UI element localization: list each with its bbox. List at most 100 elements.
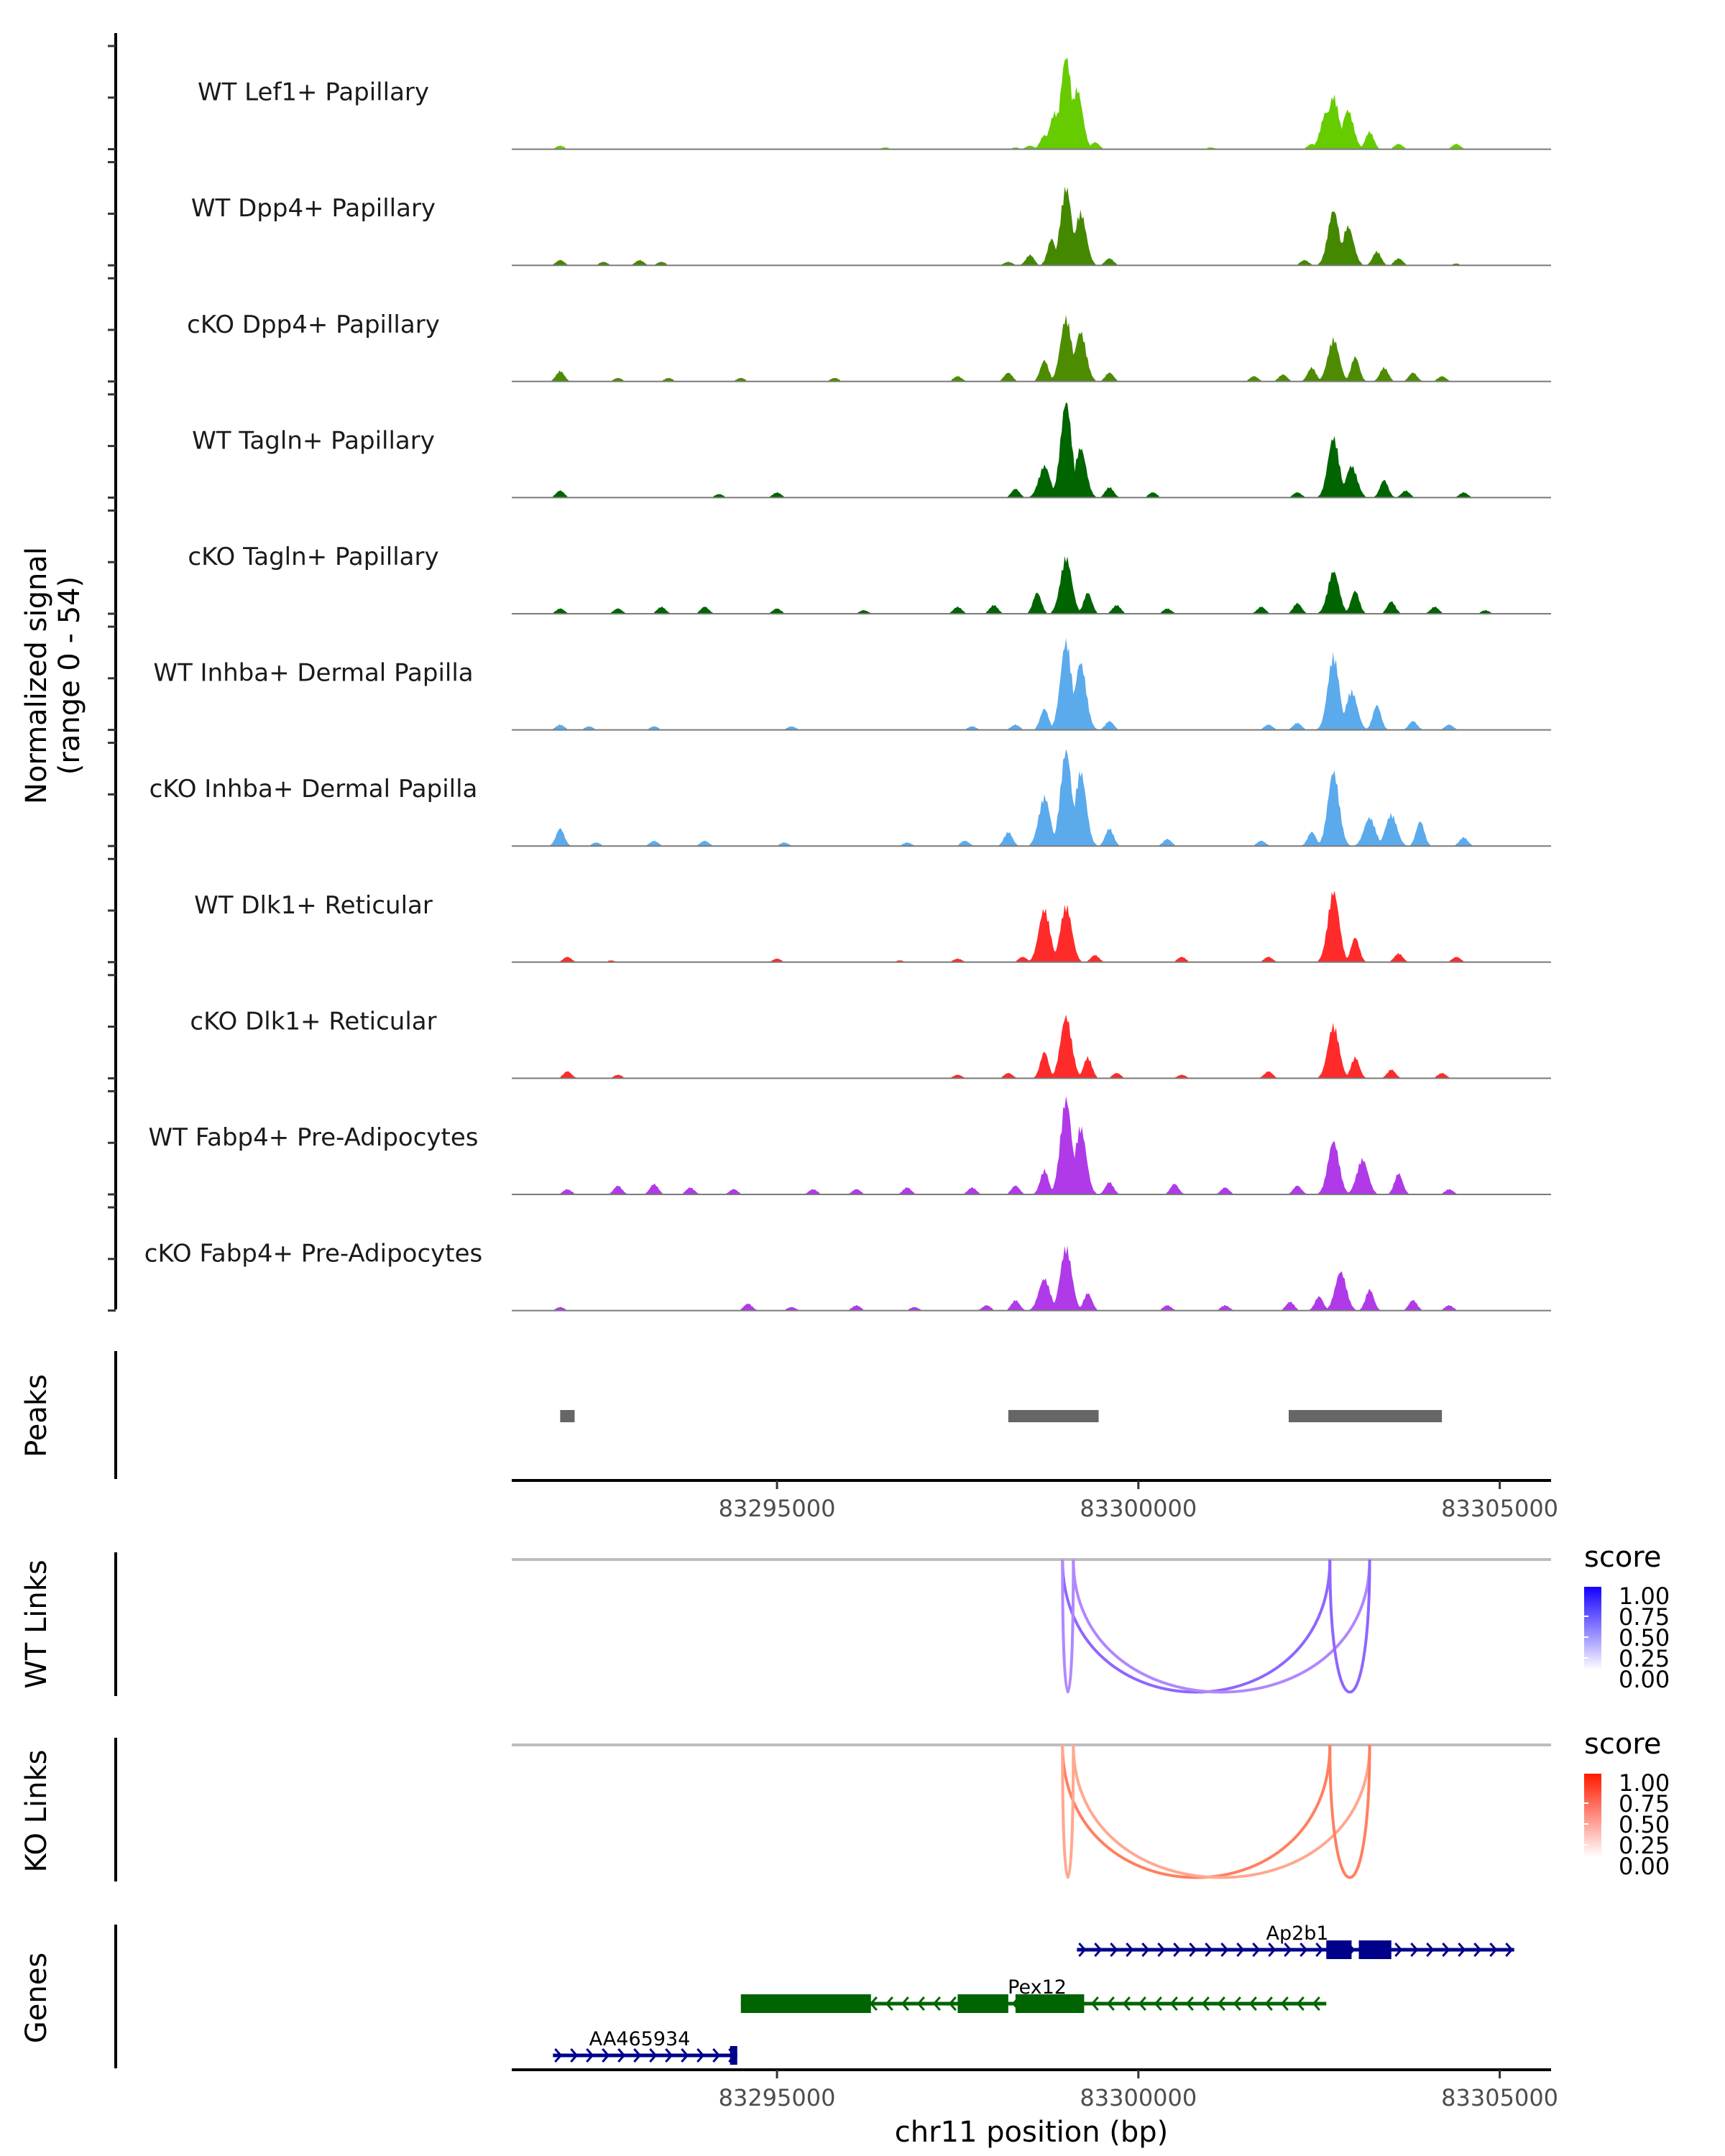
- coverage-area: [512, 1014, 1551, 1079]
- link-arc: [1328, 1559, 1371, 1694]
- coverage-track: cKO Dpp4+ Papillary: [187, 310, 1551, 382]
- ko-links-arcs: [512, 1743, 1551, 1879]
- strand-arrow-icon: [1078, 1943, 1087, 1957]
- strand-arrow-icon: [1173, 1943, 1182, 1957]
- strand-arrow-icon: [1106, 1996, 1115, 2011]
- x-tick-label: 83300000: [1080, 2084, 1197, 2111]
- track-label: cKO Dlk1+ Reticular: [190, 1007, 436, 1036]
- strand-arrow-icon: [1185, 1996, 1194, 2011]
- coverage-track: WT Lef1+ Papillary: [198, 57, 1551, 150]
- gene-exon: [730, 2046, 737, 2065]
- peaks-track-label: Peaks: [20, 1374, 53, 1457]
- strand-arrow-icon: [1442, 1943, 1450, 1957]
- track-label: cKO Inhba+ Dermal Papilla: [150, 775, 478, 803]
- strand-arrow-icon: [1394, 1943, 1403, 1957]
- link-arc: [1061, 1744, 1332, 1879]
- strand-arrow-icon: [1154, 1996, 1162, 2011]
- strand-arrow-icon: [885, 1996, 893, 2011]
- y-axis-title: Normalized signal (range 0 - 54): [20, 547, 86, 804]
- coverage-area: [512, 890, 1551, 962]
- track-label: cKO Tagln+ Papillary: [188, 543, 438, 571]
- track-label: cKO Dpp4+ Papillary: [187, 310, 440, 339]
- legend-tick-label: 0.25: [1619, 1645, 1670, 1672]
- strand-arrow-icon: [1473, 1943, 1482, 1957]
- strand-arrow-icon: [1126, 1943, 1134, 1957]
- link-arc: [1072, 1559, 1371, 1694]
- ko-links-legend: score 1.000.750.500.250.00: [1584, 1728, 1670, 1880]
- x-axis-ticks-genes: 83295000 83300000 83305000: [719, 2070, 1558, 2111]
- coverage-track: WT Dpp4+ Papillary: [191, 186, 1551, 267]
- coverage-area: [512, 57, 1551, 149]
- gene-model: Ap2b1: [1077, 1922, 1514, 1959]
- legend-title: score: [1584, 1541, 1661, 1574]
- link-arc: [1061, 1744, 1075, 1879]
- strand-arrow-icon: [681, 2048, 689, 2063]
- ko-links-label-group: KO Links: [20, 1750, 53, 1873]
- strand-arrow-icon: [554, 2048, 563, 2063]
- legend-tick-label: 0.00: [1619, 1666, 1670, 1693]
- strand-arrow-icon: [1217, 1996, 1225, 2011]
- coverage-track: cKO Fabp4+ Pre-Adipocytes: [144, 1240, 1551, 1312]
- coverage-track: cKO Dlk1+ Reticular: [190, 1007, 1551, 1079]
- gene-model: Pex12: [740, 1976, 1327, 2013]
- coverage-area: [512, 556, 1551, 614]
- peaks-track-label-group: Peaks: [20, 1374, 53, 1457]
- strand-arrow-icon: [932, 1996, 941, 2011]
- coverage-track: WT Inhba+ Dermal Papilla: [153, 637, 1551, 731]
- coverage-track: WT Dlk1+ Reticular: [194, 890, 1551, 963]
- gene-exon: [957, 1994, 1008, 2013]
- coverage-y-ticks: [108, 45, 116, 1312]
- link-arc: [1061, 1559, 1075, 1694]
- strand-arrow-icon: [1296, 1996, 1305, 2011]
- legend-title: score: [1584, 1728, 1661, 1761]
- strand-arrow-icon: [1426, 1943, 1435, 1957]
- x-tick-label: 83305000: [1441, 1495, 1558, 1522]
- strand-arrow-icon: [1201, 1996, 1210, 2011]
- x-axis-ticks-peaks: 83295000 83300000 83305000: [719, 1480, 1558, 1522]
- peak-region: [1288, 1410, 1443, 1422]
- wt-links-label-group: WT Links: [20, 1560, 53, 1688]
- track-label: WT Dlk1+ Reticular: [194, 891, 433, 920]
- gene-exon: [740, 1994, 871, 2013]
- x-tick-label: 83295000: [719, 2084, 836, 2111]
- strand-arrow-icon: [1410, 1943, 1419, 1957]
- genes-track-label: Genes: [20, 1953, 53, 2043]
- strand-arrow-icon: [1284, 1943, 1292, 1957]
- coverage-area: [512, 1096, 1551, 1194]
- strand-arrow-icon: [1505, 1943, 1514, 1957]
- peak-region: [1008, 1410, 1099, 1422]
- strand-arrow-icon: [570, 2048, 579, 2063]
- legend-tick-label: 0.00: [1619, 1853, 1670, 1880]
- legend-colorbar: [1584, 1587, 1601, 1670]
- wt-links-label: WT Links: [20, 1560, 53, 1688]
- strand-arrow-icon: [1094, 1943, 1103, 1957]
- strand-arrow-icon: [1233, 1996, 1241, 2011]
- strand-arrow-icon: [901, 1996, 909, 2011]
- genes-track-label-group: Genes: [20, 1953, 53, 2043]
- strand-arrow-icon: [1264, 1996, 1273, 2011]
- track-label: WT Dpp4+ Papillary: [191, 194, 436, 223]
- strand-arrow-icon: [916, 1996, 925, 2011]
- strand-arrow-icon: [1157, 1943, 1166, 1957]
- strand-arrow-icon: [633, 2048, 642, 2063]
- link-arc: [1328, 1744, 1371, 1879]
- strand-arrow-icon: [1169, 1996, 1178, 2011]
- coverage-track: WT Fabp4+ Pre-Adipocytes: [149, 1096, 1551, 1195]
- track-label: WT Tagln+ Papillary: [192, 426, 435, 455]
- strand-arrow-icon: [602, 2048, 610, 2063]
- legend-tick-label: 0.50: [1619, 1811, 1670, 1838]
- strand-arrow-icon: [1220, 1943, 1229, 1957]
- track-label: WT Lef1+ Papillary: [198, 78, 429, 107]
- strand-arrow-icon: [1236, 1943, 1245, 1957]
- legend-tick-label: 1.00: [1619, 1583, 1670, 1610]
- legend-tick-label: 0.50: [1619, 1624, 1670, 1651]
- legend-tick-label: 1.00: [1619, 1769, 1670, 1797]
- link-arc: [1061, 1559, 1332, 1694]
- strand-arrow-icon: [696, 2048, 705, 2063]
- coverage-area: [512, 637, 1551, 730]
- coverage-area: [512, 1245, 1551, 1311]
- coverage-area: [512, 402, 1551, 498]
- y-axis-title-line-2: (range 0 - 54): [53, 576, 86, 775]
- gene-model: AA465934: [553, 2028, 737, 2065]
